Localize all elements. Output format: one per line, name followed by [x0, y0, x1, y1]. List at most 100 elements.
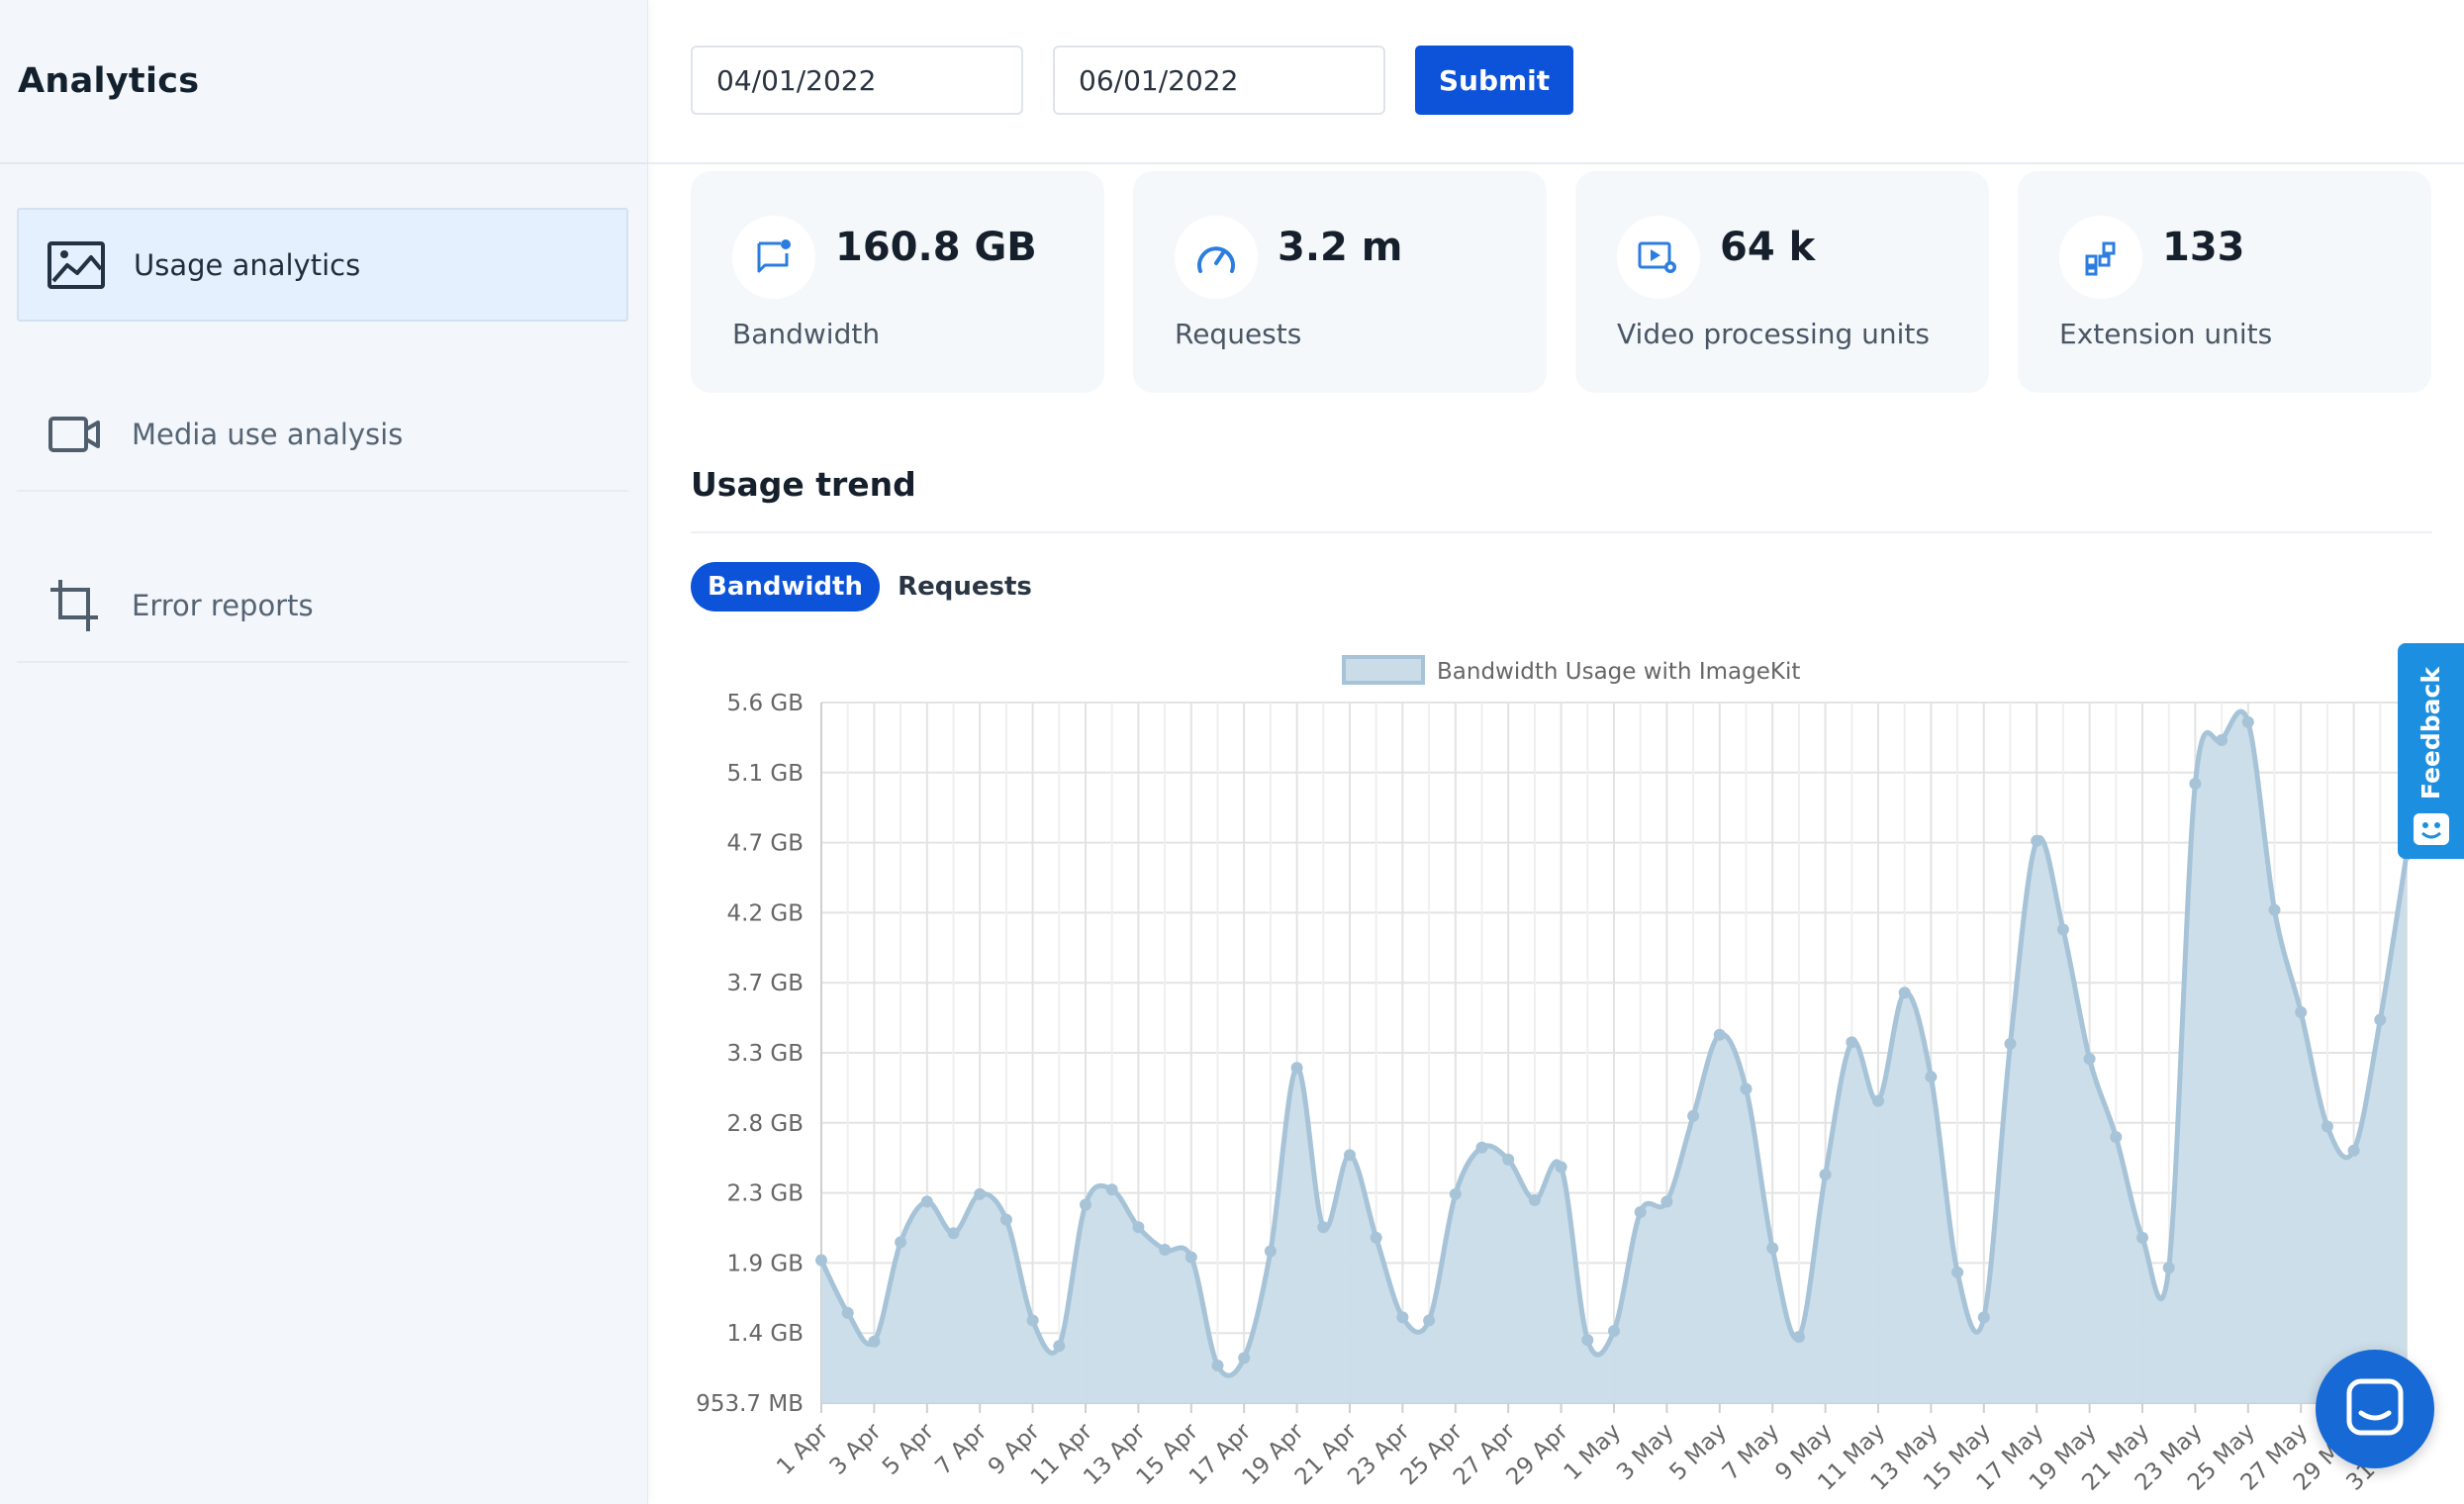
extension-icon — [2059, 216, 2142, 299]
data-point — [1396, 1311, 1409, 1324]
data-point — [1132, 1221, 1145, 1234]
sidebar-item-usage-analytics[interactable]: Usage analytics — [17, 208, 628, 322]
data-point — [1846, 1036, 1858, 1049]
x-tick-label: 1 May — [1560, 1419, 1627, 1486]
video-settings-icon — [1617, 216, 1700, 299]
legend-swatch — [1342, 655, 1425, 685]
start-date-input[interactable] — [691, 46, 1023, 115]
data-point — [815, 1254, 827, 1267]
data-point — [2162, 1262, 2175, 1274]
y-tick-label: 3.7 GB — [727, 971, 805, 996]
data-point — [1687, 1109, 1700, 1122]
bandwidth-icon — [732, 216, 815, 299]
sidebar-item-media-use-analysis[interactable]: Media use analysis — [17, 378, 628, 492]
y-tick-label: 2.8 GB — [727, 1111, 805, 1137]
data-point — [1317, 1221, 1330, 1234]
data-point — [1740, 1082, 1753, 1095]
chat-icon — [2345, 1377, 2405, 1441]
data-point — [2056, 923, 2069, 936]
y-tick-label: 4.7 GB — [727, 831, 805, 857]
data-point — [2110, 1131, 2123, 1144]
data-point — [974, 1187, 987, 1200]
data-point — [2321, 1120, 2333, 1133]
x-tick-label: 7 May — [1718, 1419, 1785, 1486]
data-point — [2083, 1053, 2096, 1066]
data-point — [1185, 1251, 1197, 1264]
y-tick-label: 953.7 MB — [696, 1391, 804, 1417]
data-point — [1766, 1242, 1779, 1255]
stat-value: 3.2 m — [1278, 225, 1403, 270]
x-tick-label: 1 Apr — [772, 1418, 833, 1479]
sidebar-item-error-reports[interactable]: Error reports — [17, 549, 628, 663]
y-tick-label: 2.3 GB — [727, 1181, 805, 1207]
submit-button[interactable]: Submit — [1415, 46, 1573, 115]
data-point — [1344, 1149, 1356, 1162]
usage-trend-title: Usage trend — [691, 465, 916, 504]
stat-label: Bandwidth — [732, 318, 881, 350]
y-tick-label: 3.3 GB — [727, 1041, 805, 1067]
data-point — [1264, 1245, 1277, 1258]
data-point — [1951, 1266, 1964, 1278]
y-tick-label: 5.1 GB — [727, 761, 805, 787]
data-point — [2295, 1005, 2308, 1018]
smiley-icon — [2413, 813, 2449, 846]
data-point — [1634, 1206, 1647, 1219]
data-point — [1290, 1062, 1303, 1075]
x-tick-label: 3 May — [1612, 1419, 1679, 1486]
data-point — [2136, 1231, 2148, 1244]
data-point — [1080, 1198, 1091, 1211]
legend-label: Bandwidth Usage with ImageKit — [1437, 659, 1800, 685]
data-point — [1819, 1169, 1832, 1181]
tab-bandwidth[interactable]: Bandwidth — [691, 562, 880, 611]
chat-launcher-button[interactable] — [2316, 1350, 2434, 1468]
series-area-fill — [821, 711, 2407, 1403]
sidebar-item-label: Error reports — [132, 588, 314, 622]
data-point — [1660, 1195, 1673, 1208]
end-date-input[interactable] — [1053, 46, 1385, 115]
data-point — [920, 1195, 933, 1208]
data-point — [1423, 1314, 1436, 1327]
data-point — [2268, 903, 2281, 916]
data-point — [1159, 1244, 1172, 1257]
data-point — [841, 1306, 854, 1319]
data-point — [1608, 1325, 1620, 1338]
stat-label: Requests — [1175, 318, 1302, 350]
tab-requests[interactable]: Requests — [898, 572, 1032, 602]
data-point — [1925, 1071, 1938, 1083]
date-filter-bar: Submit — [648, 0, 2464, 164]
y-tick-label: 5.6 GB — [727, 691, 805, 716]
data-point — [1713, 1028, 1726, 1041]
data-point — [1238, 1352, 1251, 1364]
data-point — [1898, 987, 1911, 999]
video-camera-icon — [45, 405, 104, 464]
data-point — [1211, 1360, 1224, 1372]
section-divider — [691, 531, 2432, 533]
data-point — [1555, 1161, 1567, 1174]
data-point — [947, 1227, 960, 1240]
data-point — [1872, 1094, 1884, 1107]
image-icon — [47, 235, 106, 295]
data-point — [1105, 1183, 1118, 1196]
sidebar-header: Analytics — [0, 0, 647, 164]
x-tick-label: 5 May — [1665, 1419, 1733, 1486]
data-point — [1528, 1193, 1541, 1206]
feedback-tab[interactable]: Feedback — [2398, 643, 2464, 859]
y-tick-label: 1.4 GB — [727, 1321, 805, 1347]
stat-label: Extension units — [2059, 318, 2273, 350]
stat-value: 133 — [2162, 225, 2245, 270]
data-point — [2374, 1013, 2387, 1026]
stat-card-requests: 3.2 m Requests — [1133, 171, 1547, 393]
stat-value: 160.8 GB — [835, 225, 1037, 270]
data-point — [1502, 1153, 1515, 1166]
data-point — [1449, 1187, 1462, 1200]
x-tick-label: 3 Apr — [825, 1418, 887, 1479]
data-point — [868, 1335, 881, 1348]
bandwidth-chart: Bandwidth Usage with ImageKit 5.6 GB 5.1 G… — [696, 655, 2415, 1496]
data-point — [2189, 778, 2202, 791]
data-point — [1026, 1314, 1039, 1327]
data-point — [1475, 1141, 1488, 1154]
y-tick-label: 4.2 GB — [727, 900, 805, 926]
data-point — [2241, 715, 2254, 728]
data-point — [1053, 1340, 1066, 1353]
x-tick-label: 5 Apr — [878, 1418, 939, 1479]
